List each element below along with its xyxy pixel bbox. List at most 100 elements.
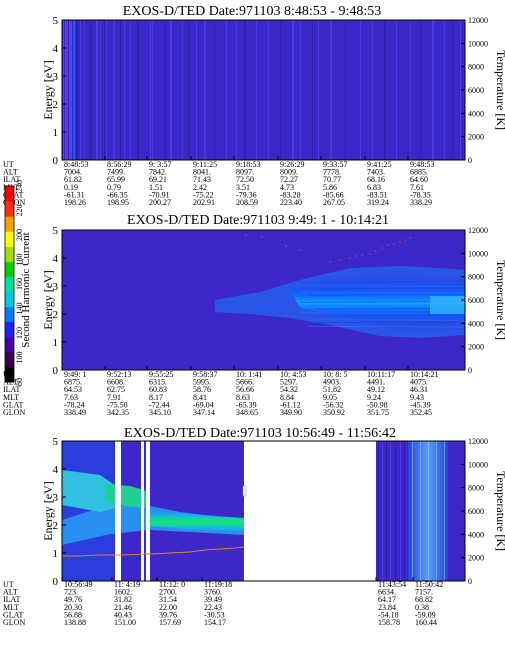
table-cell: 198.26: [64, 198, 86, 207]
streak-bright: [412, 441, 413, 581]
table-cell: 49.12: [367, 385, 385, 394]
tick-label-left: 1: [53, 337, 59, 349]
table-cell: 154.17: [204, 618, 226, 627]
table-cell: 11:12: 0: [159, 580, 185, 589]
table-row-label: ALT: [3, 588, 18, 597]
streak: [360, 20, 361, 160]
panel-3-gap-3: [146, 441, 150, 581]
panel-3-ylabel: Energy [eV]: [41, 481, 55, 540]
table-cell: 10:56:49: [64, 580, 92, 589]
table-cell: 4491.: [367, 378, 385, 387]
table-row-label: UT: [3, 370, 14, 379]
streak: [90, 20, 91, 160]
table-cell: 7.61: [410, 183, 424, 192]
table-cell: 46.31: [410, 385, 428, 394]
streak-bright: [65, 20, 66, 160]
streak: [188, 20, 189, 160]
panel-2-band-core: [290, 272, 465, 334]
ripple: [299, 321, 466, 324]
streak: [182, 20, 183, 160]
tick-label-left: 0: [53, 576, 59, 588]
streak: [395, 441, 396, 581]
streak-bright: [67, 20, 68, 160]
table-cell: 31.82: [114, 595, 132, 604]
table-cell: 22.43: [204, 603, 222, 612]
table-cell: 9:49: 1: [64, 370, 86, 379]
table-cell: -45.39: [410, 400, 431, 409]
table-cell: 23.84: [378, 603, 396, 612]
table-cell: -66.35: [107, 190, 128, 199]
table-row-label: MLT: [3, 603, 19, 612]
tick-label-left: 4: [53, 464, 59, 476]
streak: [68, 20, 69, 160]
table-cell: 39.76: [159, 610, 177, 619]
streak: [80, 20, 81, 160]
table-cell: 200.27: [149, 198, 171, 207]
table-cell: 352.45: [410, 408, 432, 417]
table-cell: 4.73: [280, 183, 294, 192]
streak: [113, 20, 115, 160]
table-cell: 138.88: [64, 618, 86, 627]
colorbar-tick-label: 180: [15, 254, 24, 266]
colorbar-swatch: [5, 186, 14, 202]
streak: [345, 20, 346, 160]
panel-3-ylabel-right: Temperature [K]: [494, 471, 505, 551]
table-cell: 0.19: [64, 183, 78, 192]
streak-bright: [69, 20, 70, 160]
table-cell: 10:14:21: [410, 370, 438, 379]
streak: [410, 20, 411, 160]
colorbar-frame: [4, 185, 15, 383]
tick-label-left: 0: [53, 365, 59, 377]
tick-label-right: 4000: [468, 530, 484, 539]
panel-1: EXOS-D/TED Date:971103 8:48:53 - 9:48:53…: [3, 4, 505, 207]
table-cell: 72.50: [236, 175, 254, 184]
table-cell: -54.18: [378, 610, 399, 619]
colorbar-swatch: [5, 351, 14, 368]
table-cell: 6875.: [64, 378, 82, 387]
streak: [100, 20, 101, 160]
colorbar-tick-label: 140: [15, 303, 24, 315]
streak: [432, 20, 434, 160]
colorbar-swatch: [5, 231, 14, 247]
panel-2-temperature-points: [245, 234, 411, 263]
streak: [460, 20, 461, 160]
tick-label-right: 0: [468, 577, 472, 586]
streak: [384, 20, 386, 160]
colorbar-swatch: [5, 321, 14, 338]
table-cell: 338.29: [410, 198, 432, 207]
table-row-label: UT: [3, 160, 14, 169]
table-cell: -59.09: [415, 610, 436, 619]
streak: [292, 20, 294, 160]
colorbar-tick-label: 220: [15, 205, 24, 217]
table-cell: 223.40: [280, 198, 302, 207]
table-cell: 3.51: [236, 183, 250, 192]
table-cell: 157.69: [159, 618, 181, 627]
streak: [244, 20, 246, 160]
colorbar-swatch: [5, 246, 14, 262]
panel-1-heatmap: [62, 20, 465, 160]
tick-label-right: 6000: [468, 86, 484, 95]
panel-2-ylabel-right: Temperature [K]: [494, 260, 505, 340]
tick-label-right: 10000: [468, 249, 488, 258]
table-cell: 7.91: [107, 393, 121, 402]
table-cell: 9:33:57: [323, 160, 347, 169]
table-row-label: ILAT: [3, 175, 20, 184]
tick-label-right: 6000: [468, 507, 484, 516]
table-cell: 9:55:25: [149, 370, 173, 379]
table-row-label: ALT: [3, 168, 18, 177]
panel-3-band-core: [150, 512, 244, 532]
streak: [256, 20, 257, 160]
colorbar: 80 100 120 140 160 180 200 220 240 Second Harmon…: [4, 180, 32, 386]
streak: [165, 20, 166, 160]
colorbar-tick-label: 240: [15, 180, 24, 192]
table-cell: 349.90: [280, 408, 302, 417]
streak: [152, 20, 153, 160]
table-cell: 8041.: [193, 168, 211, 177]
table-cell: 72.27: [280, 175, 298, 184]
table-cell: 22.00: [159, 603, 177, 612]
streak: [204, 20, 206, 160]
temperature-point: [261, 236, 263, 238]
table-cell: 62.75: [107, 385, 125, 394]
table-cell: 8.84: [280, 393, 294, 402]
